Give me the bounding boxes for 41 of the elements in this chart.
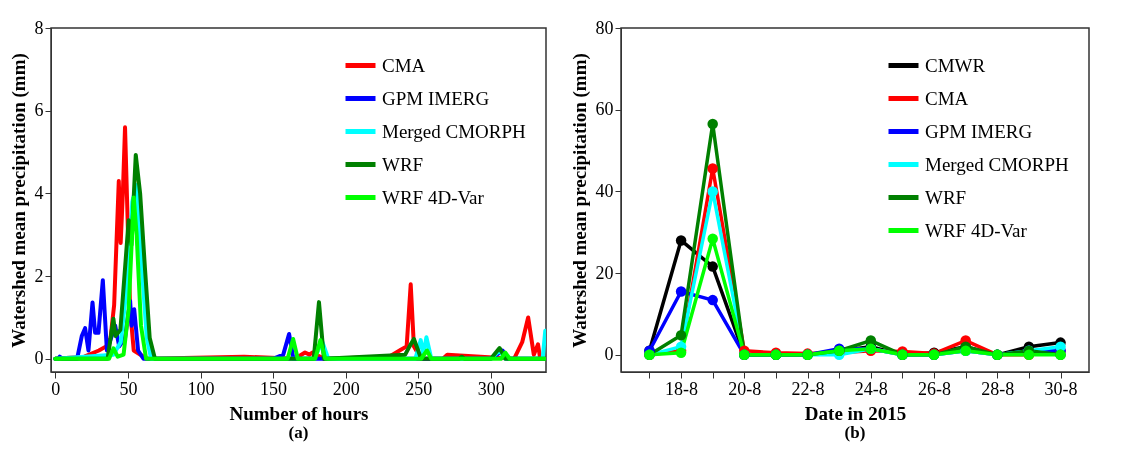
- x-tick-label: 30-8: [1044, 378, 1078, 399]
- x-axis-title: Date in 2015: [804, 402, 907, 424]
- legend-label: Merged CMORPH: [925, 153, 1070, 175]
- x-tick-label: 150: [260, 378, 288, 399]
- y-tick-label: 0: [604, 344, 614, 365]
- x-tick-label: 24-8: [854, 378, 888, 399]
- legend-label: CMA: [382, 54, 426, 76]
- y-tick-label: 2: [34, 265, 44, 286]
- x-tick-label: 100: [187, 378, 215, 399]
- x-tick-label: 50: [119, 378, 138, 399]
- y-tick-label: 4: [34, 182, 44, 203]
- legend-label: Merged CMORPH: [382, 120, 527, 142]
- legend-label: GPM IMERG: [925, 120, 1033, 142]
- x-tick-label: 28-8: [981, 378, 1015, 399]
- text: (b): [844, 423, 866, 442]
- legend-label: CMWR: [925, 54, 986, 76]
- y-tick-label: 8: [34, 17, 44, 38]
- legend-label: CMA: [925, 87, 969, 109]
- x-tick-label: 200: [332, 378, 360, 399]
- y-tick-label: 60: [595, 99, 614, 120]
- legend-label: GPM IMERG: [382, 87, 490, 109]
- x-tick-label: 300: [477, 378, 505, 399]
- x-tick-label: 22-8: [791, 378, 825, 399]
- x-tick-label: 26-8: [918, 378, 952, 399]
- legend-label: WRF: [925, 186, 967, 208]
- x-tick-label: 0: [51, 378, 61, 399]
- y-axis-title: Watershed mean precipitation (mm): [568, 53, 591, 348]
- y-tick-label: 6: [34, 100, 44, 121]
- x-tick-label: 250: [405, 378, 433, 399]
- x-axis-title: Number of hours: [229, 402, 369, 424]
- y-axis-title: Watershed mean precipitation (mm): [7, 53, 30, 348]
- x-tick-label: 18-8: [665, 378, 699, 399]
- y-tick-label: 40: [595, 180, 614, 201]
- legend-label: WRF 4D-Var: [925, 219, 1028, 241]
- legend-label: WRF: [382, 153, 424, 175]
- text: (a): [288, 423, 309, 442]
- y-tick-label: 0: [34, 348, 44, 369]
- y-tick-label: 20: [595, 262, 614, 283]
- y-tick-label: 80: [595, 17, 614, 38]
- x-tick-label: 20-8: [728, 378, 762, 399]
- legend-label: WRF 4D-Var: [382, 186, 485, 208]
